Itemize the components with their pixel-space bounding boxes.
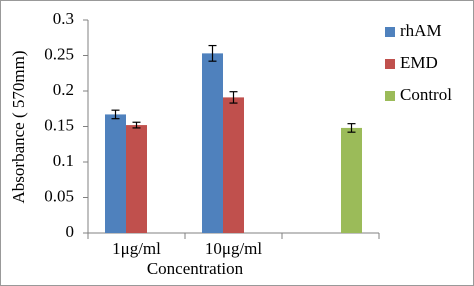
y-axis-title: Absorbance ( 570mm)	[9, 51, 28, 204]
legend-swatch	[385, 27, 395, 37]
legend-label: Control	[400, 85, 452, 104]
bar	[126, 125, 147, 233]
bar	[202, 53, 223, 234]
y-tick-label: 0.1	[53, 151, 74, 170]
y-tick-label: 0.3	[53, 9, 74, 28]
x-tick-label: 1μg/ml	[112, 239, 161, 258]
bar	[105, 114, 126, 233]
legend-label: EMD	[400, 53, 438, 72]
legend-swatch	[385, 91, 395, 101]
x-axis-title: Concentration	[147, 259, 244, 278]
y-tick-label: 0.05	[44, 186, 74, 205]
y-tick-label: 0.25	[44, 44, 74, 63]
y-tick-label: 0.2	[53, 80, 74, 99]
bar	[341, 127, 362, 233]
legend-swatch	[385, 59, 395, 69]
legend-label: rhAM	[400, 21, 442, 40]
y-tick-label: 0	[66, 222, 75, 241]
y-tick-label: 0.15	[44, 115, 74, 134]
bar	[223, 97, 244, 233]
x-tick-label: 10μg/ml	[205, 239, 263, 258]
